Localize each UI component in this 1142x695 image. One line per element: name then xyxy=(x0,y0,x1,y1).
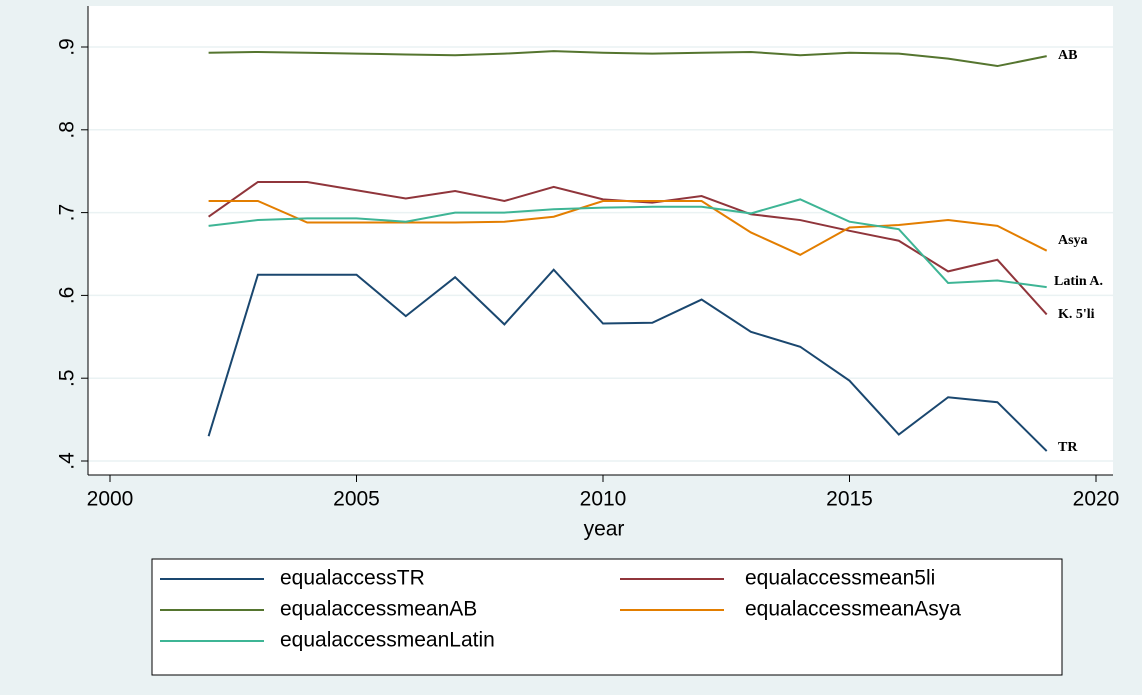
y-tick-label: .9 xyxy=(56,38,79,56)
series-line xyxy=(207,268,1048,452)
annotation: Latin A. xyxy=(1054,274,1103,289)
x-tick-label: 2015 xyxy=(826,488,873,511)
x-tick-label: 2020 xyxy=(1073,488,1120,511)
x-tick-label: 2005 xyxy=(333,488,380,511)
x-tick-label: 2010 xyxy=(580,488,627,511)
y-tick-label: .8 xyxy=(56,121,79,139)
annotation: TR xyxy=(1058,440,1078,455)
annotation: K. 5'li xyxy=(1058,307,1095,322)
legend xyxy=(151,558,1063,676)
y-tick-label: .6 xyxy=(56,287,79,305)
legend-label: equalaccessmeanAsya xyxy=(745,598,961,621)
series-line xyxy=(208,50,1047,68)
legend-label: equalaccessmeanAB xyxy=(280,598,477,621)
x-tick-label: 2000 xyxy=(87,488,134,511)
legend-label: equalaccessTR xyxy=(280,567,425,590)
y-tick-label: .7 xyxy=(56,204,79,222)
y-tick-label: .5 xyxy=(56,369,79,387)
annotation: AB xyxy=(1058,48,1077,63)
series-line xyxy=(208,200,1048,256)
plot-area xyxy=(88,6,1113,475)
series-line xyxy=(208,198,1047,289)
y-tick-label: .4 xyxy=(56,452,79,470)
x-axis-label: year xyxy=(584,518,625,541)
legend-label: equalaccessmeanLatin xyxy=(280,629,495,652)
legend-label: equalaccessmean5li xyxy=(745,567,935,590)
annotation: Asya xyxy=(1058,233,1088,248)
